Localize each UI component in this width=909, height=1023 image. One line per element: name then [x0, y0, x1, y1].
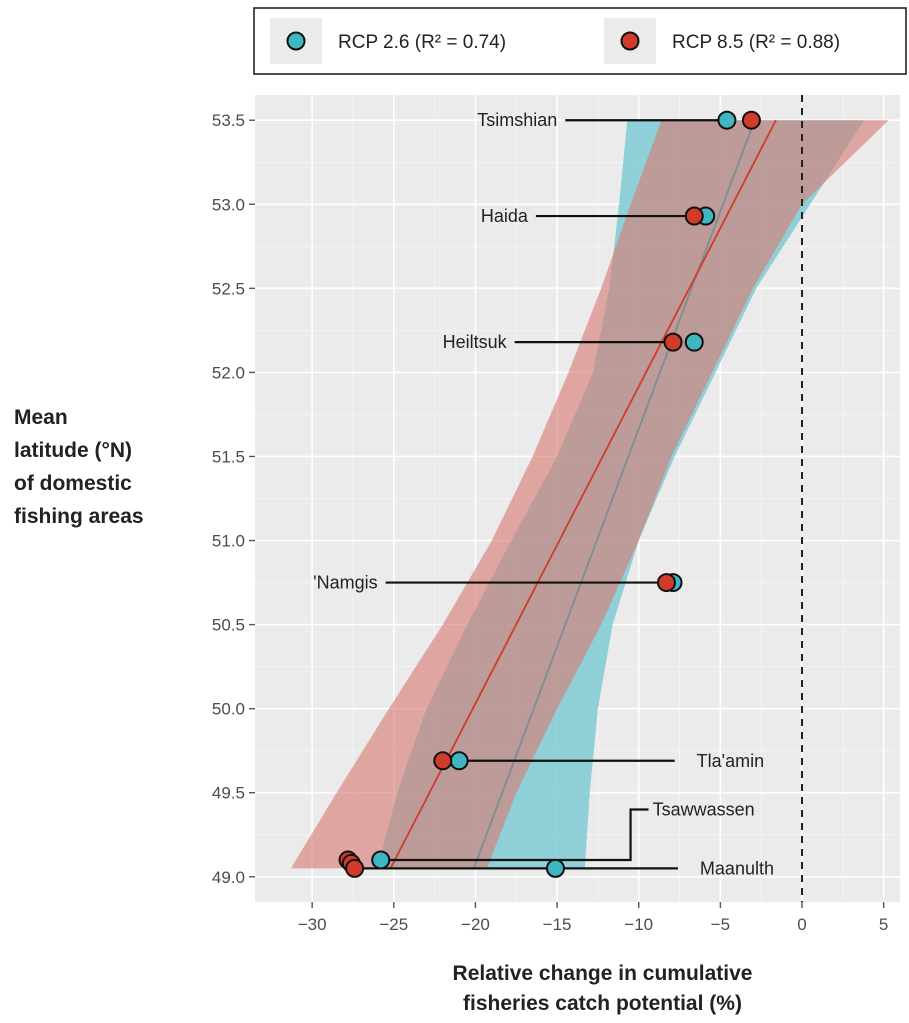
- y-tick-label: 49.0: [212, 868, 245, 887]
- point-rcp26-heiltsuk: [684, 332, 704, 352]
- y-axis-title-line: fishing areas: [14, 505, 144, 528]
- point-rcp85-heiltsuk: [663, 332, 683, 352]
- legend-marker-rcp85: [620, 31, 640, 51]
- x-axis-title-line: Relative change in cumulative: [453, 962, 753, 985]
- point-rcp85-tsimshian: [741, 110, 761, 130]
- point-rcp85-namgis: [656, 573, 676, 593]
- y-axis-title-line: of domestic: [14, 472, 132, 495]
- label-haida: Haida: [481, 206, 529, 226]
- legend-box: [253, 7, 907, 75]
- x-tick-label: −10: [624, 915, 653, 934]
- y-tick-label: 53.0: [212, 195, 245, 214]
- label-tsimshian: Tsimshian: [477, 110, 557, 130]
- x-tick-label: 0: [797, 915, 806, 934]
- y-tick-label: 52.0: [212, 363, 245, 382]
- x-tick-label: −25: [379, 915, 408, 934]
- y-tick-label: 50.5: [212, 616, 245, 635]
- point-rcp85-haida: [684, 206, 704, 226]
- y-axis-title-line: latitude (°N): [14, 439, 132, 462]
- point-rcp26-tsawwassen: [371, 850, 391, 870]
- legend-marker-rcp26: [286, 31, 306, 51]
- y-axis-title-line: Mean: [14, 406, 68, 429]
- point-rcp26-tla-amin: [449, 751, 469, 771]
- label-tla-amin: Tla'amin: [697, 751, 764, 771]
- label-heiltsuk: Heiltsuk: [443, 332, 508, 352]
- y-tick-label: 53.5: [212, 111, 245, 130]
- x-tick-label: −30: [298, 915, 327, 934]
- y-tick-label: 52.5: [212, 279, 245, 298]
- y-tick-label: 51.5: [212, 447, 245, 466]
- x-tick-label: −15: [543, 915, 572, 934]
- legend: RCP 2.6 (R² = 0.74) RCP 8.5 (R² = 0.88): [253, 7, 907, 75]
- x-axis-title: Relative change in cumulative fisheries c…: [453, 962, 753, 1015]
- fit-line-rcp85: [389, 119, 777, 869]
- y-tick-label: 49.5: [212, 784, 245, 803]
- label-tsawwassen: Tsawwassen: [653, 800, 755, 820]
- point-rcp26-maanulth: [545, 858, 565, 878]
- connector-tsawwassen: [380, 808, 649, 862]
- legend-label-rcp26: RCP 2.6 (R² = 0.74): [338, 32, 506, 53]
- point-rcp85-tla-amin: [433, 751, 453, 771]
- label-namgis: 'Namgis: [313, 573, 377, 593]
- x-tick-label: 5: [879, 915, 888, 934]
- x-tick-label: −20: [461, 915, 490, 934]
- fit-line-rcp26: [472, 119, 756, 869]
- legend-label-rcp85: RCP 8.5 (R² = 0.88): [672, 32, 840, 53]
- point-rcp26-tsimshian: [717, 110, 737, 130]
- y-axis-title: Mean latitude (°N) of domestic fishing area…: [14, 406, 144, 528]
- x-axis-title-line: fisheries catch potential (%): [463, 992, 742, 1015]
- label-maanulth: Maanulth: [700, 858, 774, 878]
- point-rcp85-maanulth: [345, 858, 365, 878]
- x-tick-label: −5: [711, 915, 730, 934]
- y-tick-label: 51.0: [212, 532, 245, 551]
- y-tick-label: 50.0: [212, 700, 245, 719]
- confidence-band-rcp85: [290, 120, 889, 869]
